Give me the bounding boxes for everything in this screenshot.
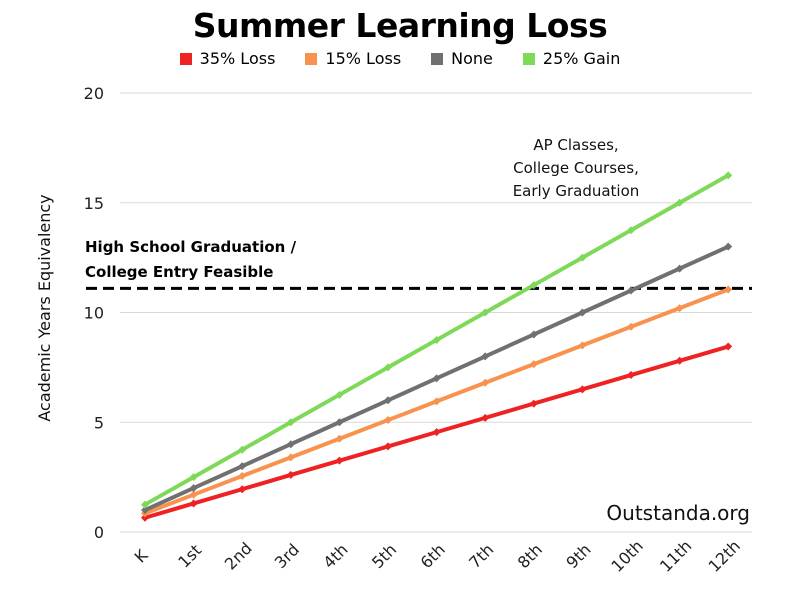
data-point-none <box>141 506 149 515</box>
data-point-35-loss <box>627 371 635 380</box>
data-point-none <box>675 264 684 273</box>
data-point-35-loss <box>578 385 587 394</box>
x-tick-label: 1st <box>174 541 205 572</box>
data-point-15-loss <box>675 304 684 313</box>
data-point-none <box>627 286 635 295</box>
data-point-35-loss <box>432 428 441 437</box>
x-tick-label: 10th <box>607 536 646 575</box>
data-point-25-gain <box>189 473 198 482</box>
data-point-25-gain <box>578 253 587 262</box>
legend-item-25-gain: 25% Gain <box>522 49 621 68</box>
data-point-25-gain <box>286 418 295 427</box>
data-point-none <box>432 374 441 383</box>
data-point-35-loss <box>481 413 490 422</box>
data-point-none <box>335 418 344 427</box>
data-point-25-gain <box>384 363 392 372</box>
legend-swatch-35-loss <box>179 52 192 65</box>
x-axis-ticks: K 1st 2nd 3rd 4th 5th 6th 7th 8th 9th 10th 11th 12th <box>131 536 744 575</box>
data-point-35-loss <box>238 485 247 494</box>
x-tick-label: 2nd <box>221 539 256 574</box>
data-point-15-loss <box>286 453 295 462</box>
y-axis-ticks: 0 5 10 15 20 <box>84 84 104 542</box>
x-tick-label: 12th <box>705 536 744 575</box>
legend-swatch-25-gain <box>522 52 535 65</box>
data-point-none <box>724 242 733 251</box>
data-point-35-loss <box>675 356 684 365</box>
data-point-25-gain <box>238 445 247 454</box>
data-point-15-loss <box>627 322 635 331</box>
x-tick-label: 9th <box>562 540 594 572</box>
data-point-15-loss <box>238 472 247 481</box>
data-point-35-loss <box>141 513 149 522</box>
data-point-35-loss <box>724 342 733 351</box>
data-point-25-gain <box>141 500 149 509</box>
legend-swatch-15-loss <box>305 52 318 65</box>
y-axis-label: Academic Years Equivalency <box>35 194 54 421</box>
x-tick-label: 5th <box>368 540 400 572</box>
data-point-35-loss <box>286 470 295 479</box>
legend-label: None <box>451 49 493 68</box>
data-point-35-loss <box>384 442 392 451</box>
threshold-label-line-1: High School Graduation / <box>85 238 297 256</box>
data-point-none <box>189 484 198 493</box>
data-point-25-gain <box>724 171 733 180</box>
legend-item-35-loss: 35% Loss <box>179 49 276 68</box>
data-point-none <box>286 440 295 449</box>
y-tick-label: 0 <box>94 523 104 542</box>
x-tick-label: 7th <box>465 540 497 572</box>
data-point-none <box>481 352 490 361</box>
x-tick-label: 11th <box>656 536 695 575</box>
data-point-15-loss <box>189 490 198 499</box>
y-tick-label: 20 <box>84 84 104 103</box>
annotation-line-3: Early Graduation <box>513 182 640 200</box>
data-point-15-loss <box>529 360 538 369</box>
threshold-label-line-2: College Entry Feasible <box>85 263 273 281</box>
data-point-25-gain <box>432 335 441 344</box>
data-point-35-loss <box>335 456 344 465</box>
x-tick-label: 3rd <box>271 540 303 572</box>
data-point-none <box>384 396 392 405</box>
data-point-15-loss <box>335 434 344 443</box>
grid-lines <box>120 92 752 533</box>
data-point-15-loss <box>432 397 441 406</box>
data-point-15-loss <box>724 285 733 294</box>
x-tick-label: 8th <box>514 540 546 572</box>
y-tick-label: 5 <box>94 413 104 432</box>
data-point-none <box>238 462 247 471</box>
x-tick-label: K <box>131 545 152 566</box>
y-tick-label: 10 <box>84 304 104 323</box>
annotation-line-1: AP Classes, <box>533 136 618 154</box>
legend-item-15-loss: 15% Loss <box>305 49 401 68</box>
legend-label: 35% Loss <box>199 49 276 68</box>
legend-item-none: None <box>431 49 493 68</box>
data-point-35-loss <box>529 399 538 408</box>
data-point-25-gain <box>335 390 344 399</box>
data-point-none <box>578 308 587 317</box>
credit-text: Outstanda.org <box>606 501 750 525</box>
data-point-25-gain <box>627 226 635 235</box>
data-series <box>141 171 733 522</box>
data-point-15-loss <box>384 416 392 425</box>
y-tick-label: 15 <box>84 194 104 213</box>
x-tick-label: 6th <box>417 540 449 572</box>
data-point-25-gain <box>675 198 684 207</box>
data-point-25-gain <box>481 308 490 317</box>
data-point-none <box>529 330 538 339</box>
chart-legend: 35% Loss 15% Loss None 25% Gain <box>0 49 800 68</box>
data-point-35-loss <box>189 499 198 508</box>
chart-title: Summer Learning Loss <box>192 6 608 45</box>
legend-label: 15% Loss <box>325 49 402 68</box>
annotation-line-2: College Courses, <box>513 159 639 177</box>
legend-label: 25% Gain <box>542 49 621 68</box>
legend-swatch-none <box>431 52 444 65</box>
x-tick-label: 4th <box>319 540 351 572</box>
data-point-15-loss <box>578 341 587 350</box>
data-point-25-gain <box>529 281 538 290</box>
data-point-15-loss <box>481 378 490 387</box>
